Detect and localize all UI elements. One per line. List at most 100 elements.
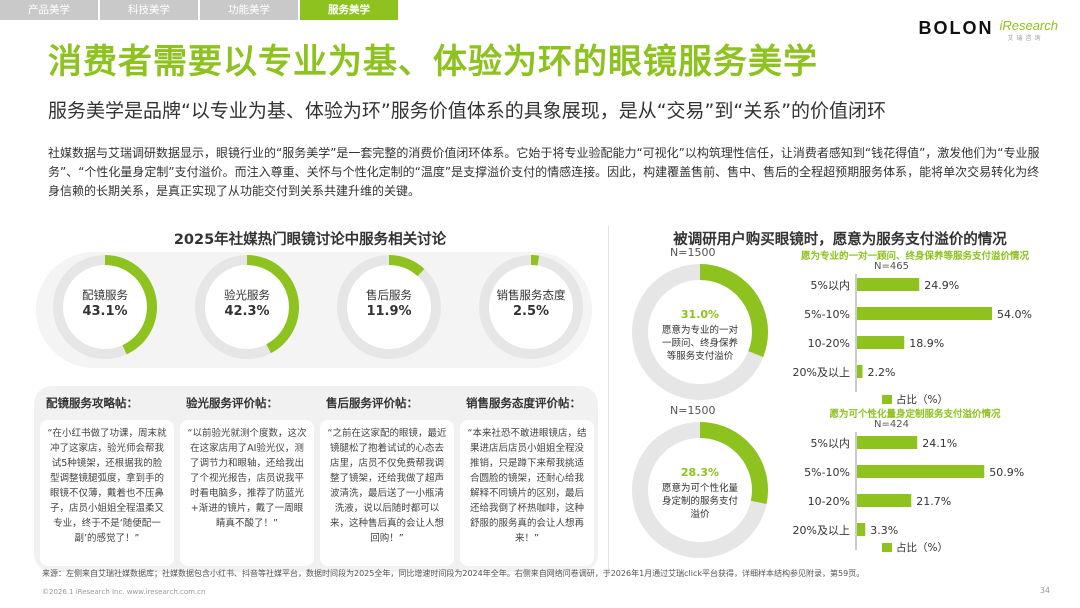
bar-value-label: 24.1% xyxy=(922,437,957,450)
social-discussion-title: 2025年社媒热门眼镜讨论中服务相关讨论 xyxy=(173,232,447,248)
bar xyxy=(857,436,918,449)
source-footnote: 来源：左侧来自艾瑞社媒数据库；社媒数据包含小红书、抖音等社媒平台，数据时间段为2… xyxy=(42,569,865,578)
legend-swatch xyxy=(882,395,892,404)
bar xyxy=(857,465,985,478)
copyright: ©2026.1 iResearch Inc. www.iresearch.com… xyxy=(42,588,206,596)
bolon-logo-text: BOLON xyxy=(918,18,994,38)
card-body: “之前在这家配的眼镜，最近镜腿松了抱着试试的心态去店里，店员不仅免费帮我调整了镜… xyxy=(320,420,454,566)
donut-ring xyxy=(195,255,299,359)
card-body: “在小红书做了功课，周末就冲了这家店，验光师会帮我试5种镜架，还根据我的脸型调整… xyxy=(40,420,174,566)
donut-hole xyxy=(345,263,433,351)
bar-legend: 占比（%） xyxy=(882,392,948,407)
pie-hole xyxy=(642,432,758,548)
bar-sample-size: N=465 xyxy=(874,261,909,272)
legend-swatch xyxy=(882,543,892,552)
bar xyxy=(857,523,866,536)
donut-label: 销售服务态度 xyxy=(496,288,566,302)
donut-ring xyxy=(479,255,583,359)
donut-label: 验光服务 xyxy=(224,288,270,302)
bar-category-label: 10-20% xyxy=(808,337,850,350)
pie-professional: 31.0% 愿意为专业的一对一顾问、终身保养等服务支付溢价 xyxy=(630,262,770,402)
donut-label: 售后服务 xyxy=(366,288,412,302)
donut-value: 43.1% xyxy=(82,304,128,319)
survey-chart-title: 被调研用户购买眼镜时，愿意为服务支付溢价的情况 xyxy=(673,232,1007,248)
bar-value-label: 2.2% xyxy=(868,366,896,379)
card-body: “本来社恐不敢进眼镜店，结果进店后店员小姐姐全程没推销，只是蹲下来帮我挑适合圆脸… xyxy=(460,420,594,566)
donut-value: 2.5% xyxy=(512,304,550,319)
bar xyxy=(857,336,905,349)
bar-chart-title: 愿为专业的一对一顾问、终身保养等服务支付溢价情况 xyxy=(800,251,1029,262)
quote-cards: 配镜服务攻略帖： “在小红书做了功课，周末就冲了这家店，验光师会帮我试5种镜架，… xyxy=(34,386,598,572)
donut-value: 11.9% xyxy=(366,304,412,319)
bar-chart-title: 愿为可个性化量身定制服务支付溢价情况 xyxy=(829,409,1001,420)
pie-customized: 28.3% 愿意为可个性化量身定制的服务支付溢价 xyxy=(630,420,770,560)
tab-function-aesthetics[interactable]: 功能美学 xyxy=(200,0,298,20)
pie-sample-size: N=1500 xyxy=(670,404,716,417)
bar-value-label: 21.7% xyxy=(916,495,951,508)
page-title: 消费者需要以专业为基、体验为环的眼镜服务美学 xyxy=(48,42,818,82)
pie-label: 愿意为专业的一对一顾问、终身保养等服务支付溢价 xyxy=(661,325,738,362)
donut-after-sales-service: 售后服务 11.9% xyxy=(334,252,444,362)
donut-arc xyxy=(479,255,583,359)
bar xyxy=(857,494,912,507)
quote-card-fitting: 配镜服务攻略帖： “在小红书做了功课，周末就冲了这家店，验光师会帮我试5种镜架，… xyxy=(40,392,174,568)
bar xyxy=(857,278,920,291)
donut-label: 配镜服务 xyxy=(82,288,128,302)
bar xyxy=(857,307,992,320)
pie-slice xyxy=(632,264,768,400)
pie-slice xyxy=(632,422,768,558)
card-title: 售后服务评价帖： xyxy=(326,396,418,410)
bar-category-label: 10-20% xyxy=(808,495,850,508)
donut-optometry-service: 验光服务 42.3% xyxy=(192,252,302,362)
section-divider xyxy=(608,226,609,576)
card-title: 配镜服务攻略帖： xyxy=(46,396,138,410)
survey-panel-customized: N=1500 28.3% 愿意为可个性化量身定制的服务支付溢价 愿为可个性化量身… xyxy=(630,404,1070,574)
donut-ring xyxy=(53,255,157,359)
brand-logo: BOLON iResearch 艾瑞咨询 xyxy=(918,18,1058,42)
iresearch-logo-text: iResearch xyxy=(999,18,1058,33)
survey-panel-professional: N=1500 31.0% 愿意为专业的一对一顾问、终身保养等服务支付溢价 愿为专… xyxy=(630,246,1070,416)
bar-value-label: 18.9% xyxy=(909,337,944,350)
bar-category-label: 20%及以上 xyxy=(793,524,850,537)
bar-category-label: 5%以内 xyxy=(811,278,850,292)
pie-sample-size: N=1500 xyxy=(670,246,716,259)
tab-product-aesthetics[interactable]: 产品美学 xyxy=(0,0,98,20)
iresearch-logo-subtext: 艾瑞咨询 xyxy=(1007,35,1044,42)
donut-ring xyxy=(337,255,441,359)
bar-value-label: 50.9% xyxy=(989,466,1024,479)
legend-label: 占比（%） xyxy=(896,542,948,554)
bar-chart-professional: 5%以内 24.9% 5%-10% 54.0% 10-20% 18.9% 20%及以上 2.2… xyxy=(793,274,1032,392)
card-body: “以前验光就测个度数，这次在这家店用了AI验光仪，测了调节力和眼轴，还给我出了个… xyxy=(180,420,314,566)
bar-sample-size: N=424 xyxy=(874,419,909,430)
bar-category-label: 5%-10% xyxy=(804,466,850,479)
donut-hole xyxy=(203,263,291,351)
pie-ring xyxy=(632,422,768,558)
pie-label: 愿意为可个性化量身定制的服务支付溢价 xyxy=(661,483,738,520)
quote-card-sales-attitude: 销售服务态度评价帖： “本来社恐不敢进眼镜店，结果进店后店员小姐姐全程没推销，只… xyxy=(460,392,594,568)
bar xyxy=(857,365,863,378)
donut-arc xyxy=(195,255,299,359)
bar-legend: 占比（%） xyxy=(882,540,948,555)
pie-value: 31.0% xyxy=(680,308,720,321)
donut-hole xyxy=(61,263,149,351)
bar-category-label: 20%及以上 xyxy=(793,366,850,379)
bar-value-label: 54.0% xyxy=(997,308,1032,321)
tab-tech-aesthetics[interactable]: 科技美学 xyxy=(100,0,198,20)
donut-row: 配镜服务 43.1% 验光服务 42.3% 售后服务 11.9% 销售服务态度 … xyxy=(36,252,592,368)
tab-service-aesthetics[interactable]: 服务美学 xyxy=(300,0,398,20)
quote-card-optometry: 验光服务评价帖： “以前验光就测个度数，这次在这家店用了AI验光仪，测了调节力和… xyxy=(180,392,314,568)
pie-value: 28.3% xyxy=(680,466,720,479)
intro-paragraph: 社媒数据与艾瑞调研数据显示，眼镜行业的“服务美学”是一套完整的消费价值闭环体系。… xyxy=(48,146,1040,198)
pie-ring xyxy=(632,264,768,400)
donut-fitting-service: 配镜服务 43.1% xyxy=(50,252,160,362)
card-title: 验光服务评价帖： xyxy=(186,396,278,410)
iresearch-logo: iResearch 艾瑞咨询 xyxy=(999,18,1058,42)
page-number: 34 xyxy=(1039,586,1050,595)
donut-arc xyxy=(337,255,441,359)
donut-value: 42.3% xyxy=(224,304,270,319)
card-title: 销售服务态度评价帖： xyxy=(466,396,581,410)
legend-label: 占比（%） xyxy=(896,394,948,406)
bar-value-label: 3.3% xyxy=(870,524,898,537)
bar-chart-customized: 5%以内 24.1% 5%-10% 50.9% 10-20% 21.7% 20%及以上 3.3… xyxy=(793,432,1024,550)
section-tabs: 产品美学 科技美学 功能美学 服务美学 xyxy=(0,0,400,20)
